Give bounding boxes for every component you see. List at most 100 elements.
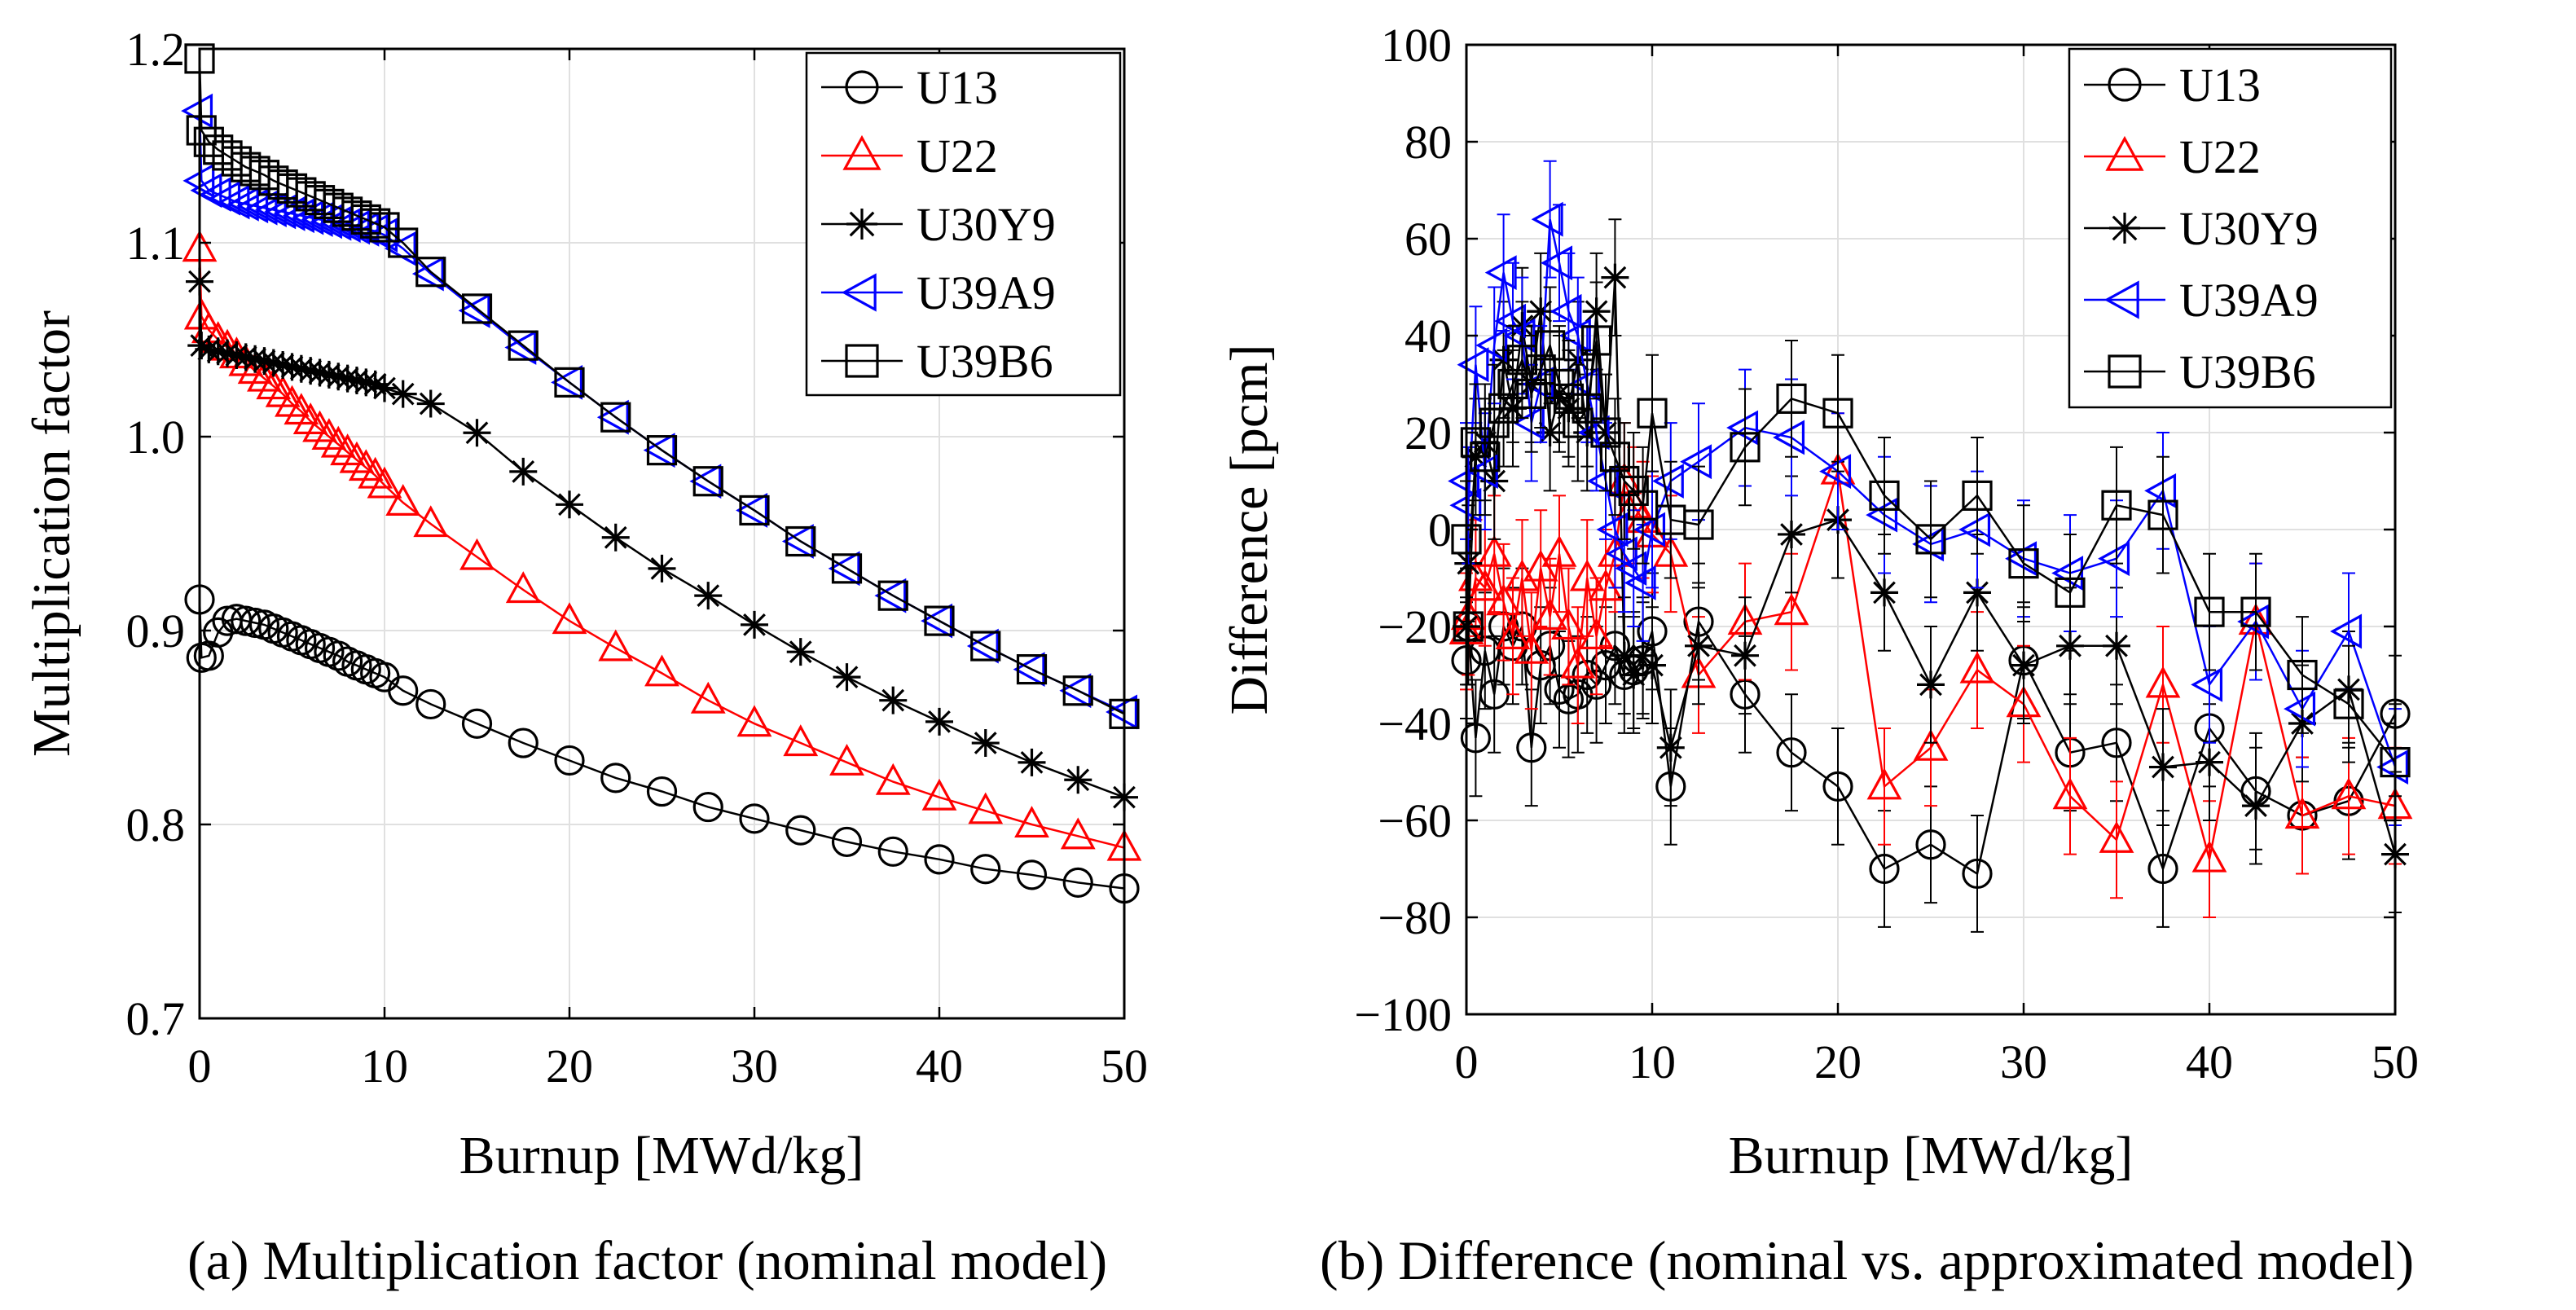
data-point-U39B6 xyxy=(2194,596,2225,627)
data-point-U39A9 xyxy=(1550,293,1582,329)
data-point-U22 xyxy=(1014,806,1049,838)
data-point-U39B6 xyxy=(739,495,770,526)
data-point-U13 xyxy=(1776,737,1807,768)
data-point-U39A9 xyxy=(643,433,675,468)
chart-panel-multiplication-factor: 0 10 20 30 40 50 0.7 0.8 0.9 1.0 1.1 1.2 U13 U22 U30Y… xyxy=(22,23,1148,1185)
data-point-U22 xyxy=(348,449,384,481)
series-b xyxy=(1448,160,2413,933)
data-point-U39A9 xyxy=(1596,512,1629,547)
data-point-U39B6 xyxy=(369,212,400,243)
data-point-U22 xyxy=(783,724,819,757)
data-point-U30Y9 xyxy=(879,686,908,714)
legend-entry-U39B6: U39B6 xyxy=(2084,345,2316,398)
data-point-U39B6 xyxy=(785,525,816,557)
data-point-U39A9 xyxy=(1605,536,1637,572)
data-point-U22 xyxy=(1866,767,1902,800)
data-point-U13 xyxy=(2147,853,2178,885)
legend-label: U22 xyxy=(917,130,998,182)
legend-entry-U39A9: U39A9 xyxy=(2084,274,2319,327)
legend-b: U13 U22 U30Y9 U39A9 U39B6 xyxy=(2068,47,2393,409)
data-point-U39A9 xyxy=(1819,454,1852,490)
data-point-U13 xyxy=(388,675,419,706)
data-point-U30Y9 xyxy=(2149,753,2177,781)
data-point-U30Y9 xyxy=(509,457,538,486)
data-point-U30Y9 xyxy=(1610,641,1638,670)
series-a xyxy=(181,43,1142,904)
data-point-U39A9 xyxy=(2051,556,2084,591)
data-point-U39A9 xyxy=(1726,410,1759,446)
data-point-U30Y9 xyxy=(352,368,380,397)
data-point-U13 xyxy=(323,640,354,671)
data-point-U22 xyxy=(1959,651,1995,684)
legend-label: U13 xyxy=(917,61,998,114)
ticks-a: 0 10 20 30 40 50 0.7 0.8 0.9 1.0 1.1 1.2 xyxy=(126,23,1149,1092)
data-point-U39A9 xyxy=(1568,367,1601,402)
data-point-U13 xyxy=(739,803,770,834)
data-point-U39A9 xyxy=(2330,613,2363,649)
legend-entry-U13: U13 xyxy=(821,61,998,114)
data-point-U13 xyxy=(1962,858,1993,890)
data-point-U13 xyxy=(2101,728,2132,758)
data-point-U22 xyxy=(1588,569,1624,601)
data-point-U22 xyxy=(367,466,402,499)
data-point-U39A9 xyxy=(1059,673,1092,709)
data-point-U13 xyxy=(508,728,538,758)
data-point-U39B6 xyxy=(1730,432,1761,463)
data-point-U30Y9 xyxy=(297,357,325,385)
data-point-U22 xyxy=(2191,840,2227,873)
x-tick-label: 50 xyxy=(1101,1040,1148,1092)
y-tick-label: −40 xyxy=(1378,697,1452,750)
data-point-U22 xyxy=(598,629,634,662)
x-axis-label-b: Burnup [MWd/kg] xyxy=(1729,1126,2134,1185)
data-point-U22 xyxy=(237,352,273,385)
legend-a: U13 U22 U30Y9 U39A9 U39B6 xyxy=(805,51,1122,397)
data-point-U13 xyxy=(1869,853,1900,885)
y-tick-label: 60 xyxy=(1404,213,1452,266)
data-point-U22 xyxy=(552,602,587,635)
y-tick-label: −20 xyxy=(1378,600,1452,653)
data-point-U30Y9 xyxy=(833,663,861,692)
data-point-U30Y9 xyxy=(1064,766,1092,794)
data-point-U39A9 xyxy=(874,578,907,613)
data-point-U30Y9 xyxy=(389,380,417,408)
data-point-U39A9 xyxy=(551,364,583,400)
data-point-U30Y9 xyxy=(741,610,768,639)
legend-marker-U22 xyxy=(2105,135,2144,171)
data-point-U30Y9 xyxy=(601,523,630,552)
y-tick-label: 80 xyxy=(1404,116,1452,169)
legend-marker-U39B6 xyxy=(2108,354,2142,389)
data-point-U39B6 xyxy=(1016,653,1048,685)
data-point-U39B6 xyxy=(2287,659,2318,691)
data-point-U13 xyxy=(1572,659,1602,691)
data-point-U22 xyxy=(829,743,864,776)
data-point-U30Y9 xyxy=(463,419,491,447)
legend-label: U30Y9 xyxy=(917,198,1056,251)
data-point-U39A9 xyxy=(596,399,629,435)
data-point-U39B6 xyxy=(2333,688,2364,719)
data-point-U39A9 xyxy=(828,551,860,587)
legend-entry-U22: U22 xyxy=(2084,130,2261,183)
data-point-U39A9 xyxy=(781,524,814,559)
data-point-U22 xyxy=(505,571,541,604)
data-point-U39B6 xyxy=(508,330,538,361)
data-point-U39A9 xyxy=(1457,347,1489,383)
data-point-U30Y9 xyxy=(333,364,362,393)
data-point-U39B6 xyxy=(1470,442,1501,473)
data-point-U30Y9 xyxy=(231,343,260,371)
legend-label: U22 xyxy=(2179,130,2261,183)
y-tick-label: 20 xyxy=(1404,407,1452,459)
data-point-U30Y9 xyxy=(2196,748,2223,776)
data-point-U22 xyxy=(1569,559,1605,591)
y-axis-label-b: Difference [pcm] xyxy=(1220,344,1279,714)
data-point-U22 xyxy=(1560,646,1596,679)
data-point-U30Y9 xyxy=(925,707,953,736)
data-point-U30Y9 xyxy=(786,638,815,666)
data-point-U13 xyxy=(415,688,446,720)
y-tick-label: −100 xyxy=(1354,988,1452,1041)
data-point-U22 xyxy=(2145,666,2181,698)
data-point-U22 xyxy=(1532,598,1568,631)
data-point-U22 xyxy=(1060,817,1096,850)
data-point-U13 xyxy=(970,854,1001,885)
data-point-U30Y9 xyxy=(287,354,315,383)
plot-frame-a xyxy=(198,47,1126,1020)
